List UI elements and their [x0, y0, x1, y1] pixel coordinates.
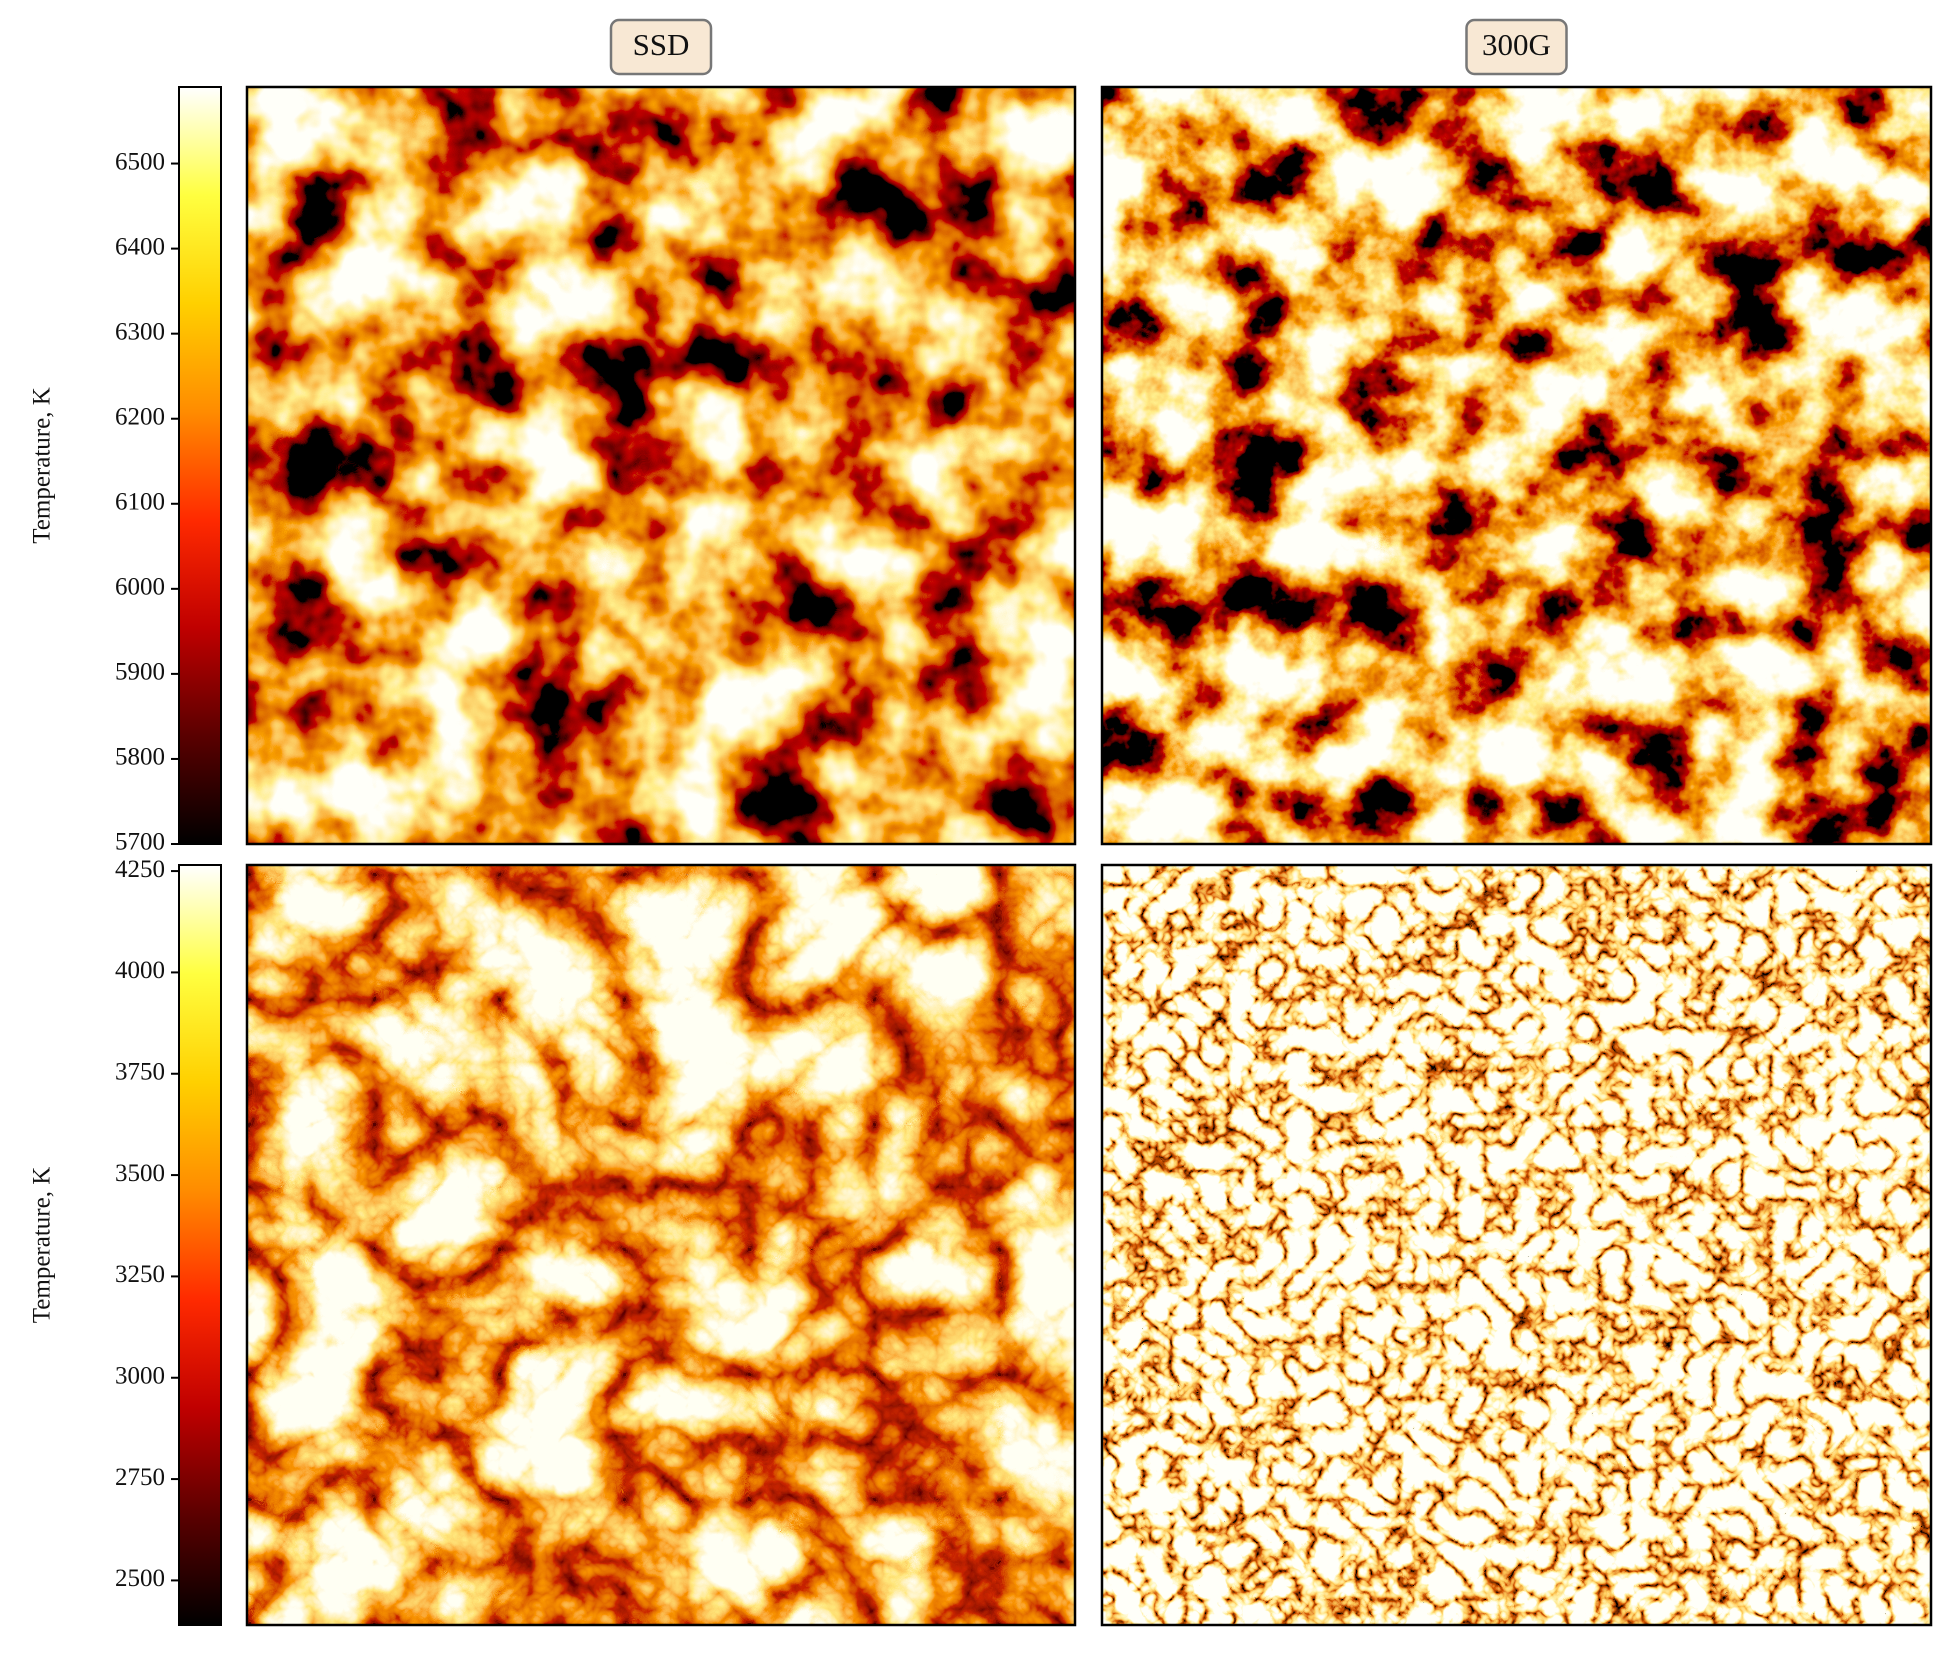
panel-frame	[1100, 863, 1933, 1627]
tick-label: 2750	[115, 1464, 165, 1491]
tick-label: 4000	[115, 957, 165, 984]
tick-label: 4250	[115, 856, 165, 883]
tick-label: 3750	[115, 1058, 165, 1085]
title-box	[609, 18, 713, 76]
tick-label: 5700	[115, 829, 165, 856]
heatmap	[1102, 87, 1931, 844]
tick-label: 3250	[115, 1261, 165, 1288]
panel-frame	[245, 85, 1077, 846]
colorbar	[178, 86, 222, 845]
column-title: 300G	[1482, 27, 1551, 62]
heatmap	[247, 865, 1075, 1625]
colorbar-label: Temperature, K	[29, 1167, 56, 1324]
tick-label: 6300	[115, 318, 165, 345]
title-box	[1465, 18, 1568, 76]
heatmap	[1102, 865, 1931, 1625]
tick-label: 6400	[115, 233, 165, 260]
column-title: SSD	[633, 27, 690, 62]
tick-label: 6500	[115, 148, 165, 175]
tick-label: 6200	[115, 403, 165, 430]
tick-label: 3000	[115, 1362, 165, 1389]
tick-label: 5900	[115, 659, 165, 686]
tick-label: 2500	[115, 1565, 165, 1592]
colorbar-label: Temperature, K	[29, 387, 56, 544]
tick-label: 5800	[115, 744, 165, 771]
colorbar	[178, 864, 222, 1626]
tick-label: 6100	[115, 489, 165, 516]
panel-frame	[1100, 85, 1933, 846]
heatmap	[247, 87, 1075, 844]
tick-label: 6000	[115, 574, 165, 601]
panel-frame	[245, 863, 1077, 1627]
tick-label: 3500	[115, 1160, 165, 1187]
